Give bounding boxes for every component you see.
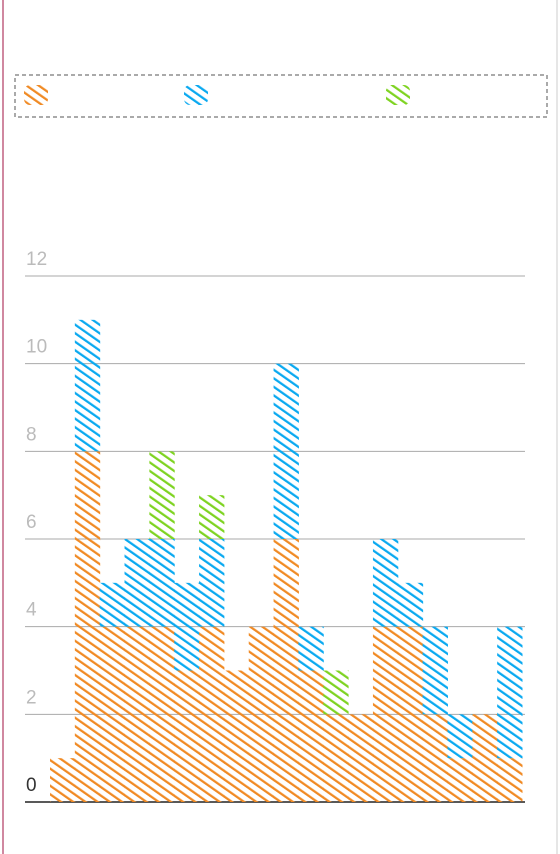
y-tick-label: 0 xyxy=(26,775,37,796)
legend-swatch xyxy=(24,85,48,105)
y-tick-label: 8 xyxy=(26,424,37,445)
step-segment xyxy=(397,626,424,802)
step-segment xyxy=(497,626,523,759)
step-segment xyxy=(422,626,448,715)
step-segment xyxy=(447,758,473,802)
y-tick-label: 4 xyxy=(26,600,37,621)
legend-swatch xyxy=(184,85,208,105)
step-segment xyxy=(422,714,448,802)
step-segment xyxy=(149,626,175,802)
step-segment xyxy=(149,451,175,539)
step-segment xyxy=(447,714,473,759)
legend xyxy=(24,85,410,105)
step-segment xyxy=(248,626,275,802)
step-segment xyxy=(323,670,349,715)
step-segment xyxy=(174,582,200,671)
step-segment xyxy=(497,758,523,802)
step-segment xyxy=(99,582,126,627)
step-segment xyxy=(99,626,126,802)
step-segment xyxy=(372,626,399,802)
step-segment xyxy=(74,451,101,802)
step-segment xyxy=(149,539,175,627)
step-segment xyxy=(397,582,424,627)
step-segment xyxy=(298,670,324,802)
legend-swatch xyxy=(386,85,410,105)
step-segment xyxy=(199,495,225,539)
step-segment xyxy=(124,626,150,802)
legend-box xyxy=(14,74,548,118)
y-tick-label: 12 xyxy=(26,249,47,270)
step-segment xyxy=(199,626,225,802)
step-segment xyxy=(199,539,225,627)
y-tick-label: 6 xyxy=(26,512,37,533)
plot xyxy=(50,319,523,802)
step-segment xyxy=(348,714,374,802)
step-segment xyxy=(323,714,349,802)
step-segment xyxy=(372,539,399,627)
step-segment xyxy=(223,670,250,802)
step-segment xyxy=(124,539,150,627)
step-segment xyxy=(174,670,200,802)
step-segment xyxy=(74,319,101,452)
y-tick-label: 2 xyxy=(26,687,37,708)
step-segment xyxy=(273,363,299,539)
step-segment xyxy=(50,758,76,802)
step-segment xyxy=(298,626,324,671)
step-segment xyxy=(273,539,299,802)
step-segment xyxy=(472,714,498,802)
y-tick-label: 10 xyxy=(26,337,47,358)
